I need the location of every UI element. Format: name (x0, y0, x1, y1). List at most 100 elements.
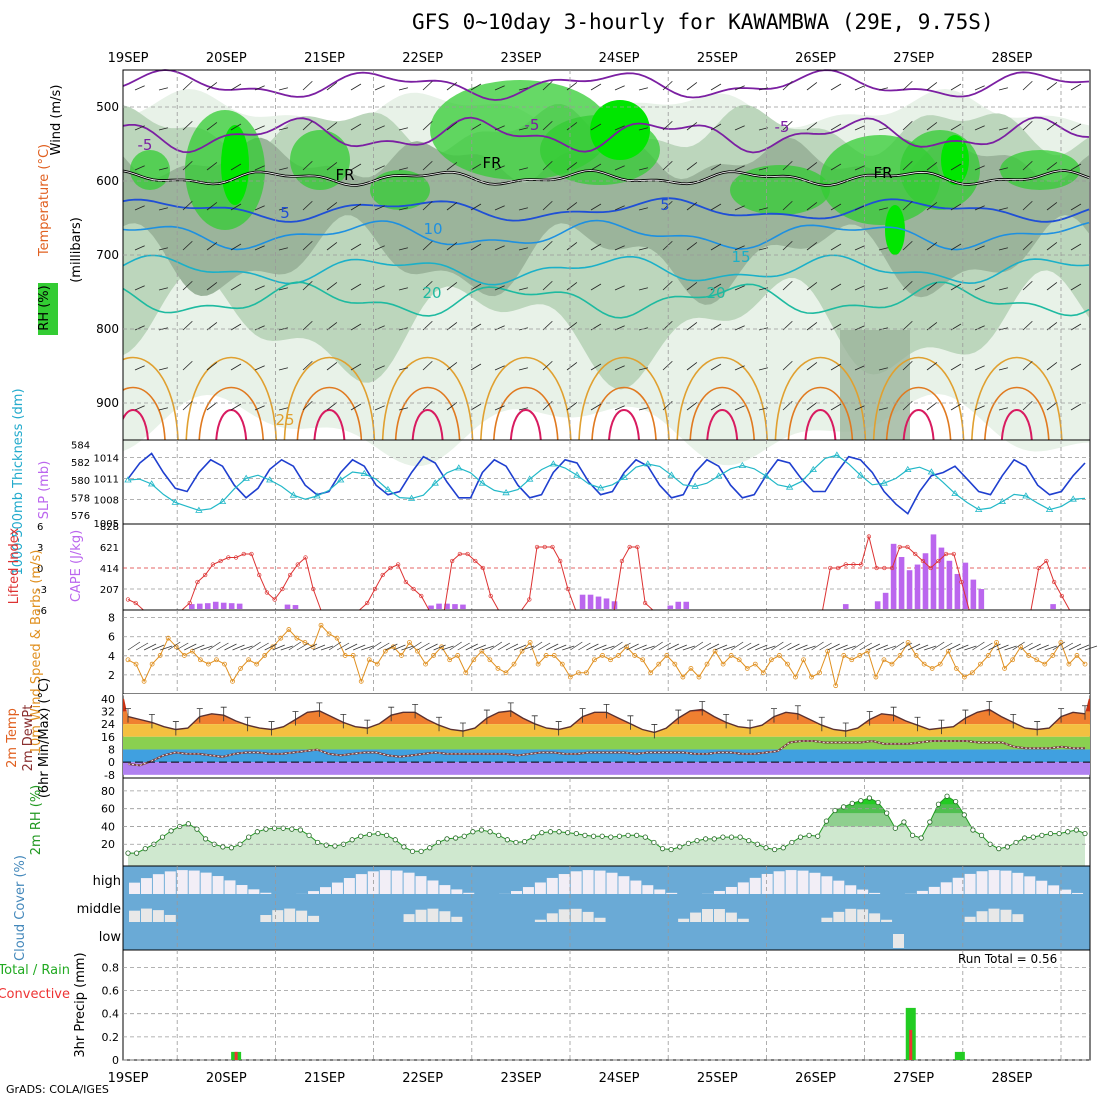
wind-barb (280, 645, 293, 651)
rh-point (280, 825, 286, 831)
contour-5 (123, 197, 1090, 223)
cape-bar (1050, 604, 1056, 609)
li-point (928, 565, 933, 571)
li-point (866, 534, 872, 539)
wind-barb (710, 83, 722, 91)
wind-barb (854, 365, 865, 371)
li-point (257, 572, 262, 578)
wind-barb (158, 287, 169, 291)
li-tick: 3 (37, 543, 43, 554)
rh-point (547, 829, 554, 835)
li-point (859, 562, 864, 567)
wind-barb (374, 365, 385, 371)
wind-speed-point (744, 666, 750, 671)
wind-speed-point (640, 657, 646, 663)
wind-barb (830, 163, 842, 171)
thickness-point (620, 473, 628, 480)
wind-barb (854, 205, 865, 211)
precip-tick: 0.4 (102, 1008, 120, 1021)
wind-barb (158, 327, 169, 331)
precip-tick: 0.2 (102, 1031, 120, 1044)
rh-point (185, 821, 191, 827)
wind-barb (902, 160, 913, 171)
contour-minus5 (123, 116, 1090, 154)
wind-barb (320, 645, 334, 651)
wind-barb (827, 643, 840, 651)
wind-barb (590, 203, 602, 211)
rh-legend-swatch (38, 283, 58, 335)
li-point (943, 551, 949, 557)
wind-barb (417, 642, 430, 651)
minmax-bar (842, 722, 849, 737)
cloud-high-gap (1036, 880, 1048, 894)
precip-legend-total: Total / Rain (0, 963, 70, 978)
wind-speed-point (197, 657, 203, 663)
wind-barb (811, 641, 824, 651)
wind-barb (230, 323, 242, 331)
li-point (951, 551, 956, 557)
rh-point (349, 837, 355, 843)
grads-credit: GrADS: COLA/IGES (6, 1083, 109, 1096)
cloud-level-label: high (93, 874, 121, 889)
wind-barb (1070, 363, 1082, 371)
cape-bar (898, 557, 905, 609)
wind-barb (1076, 644, 1090, 651)
minmax-bar (1034, 721, 1041, 736)
cloud-high-gap (546, 877, 558, 894)
cloud-middle-gap (582, 911, 594, 922)
rh-point (840, 804, 847, 810)
wind-barb (374, 245, 385, 251)
wind-speed-point (672, 661, 678, 667)
wind-barb (296, 642, 310, 651)
minmax-bar (196, 708, 203, 723)
precip-frame (122, 949, 1091, 1061)
contour-label: FR (335, 166, 354, 184)
wind-barb (758, 87, 769, 91)
thickness-point (833, 451, 841, 458)
wind-barb (127, 641, 141, 651)
cloud-high-gap (522, 887, 534, 894)
li-point (874, 565, 879, 571)
wind-barb (350, 323, 362, 331)
li-point (203, 572, 208, 578)
thickness-point (691, 482, 699, 489)
temp-band (123, 736, 1090, 750)
date-label-bottom: 25SEP (697, 1071, 738, 1086)
wind-barb (398, 87, 409, 91)
wind-barb (336, 642, 350, 651)
wind-speed-point (889, 661, 895, 667)
wind-barb (304, 643, 318, 651)
li-point (403, 579, 408, 585)
wind-barb (854, 325, 865, 331)
wind-barb (806, 322, 818, 331)
wind-barb (398, 247, 409, 251)
rh-point (513, 839, 519, 846)
wind-speed-point (374, 661, 380, 667)
wind-speed-point (407, 640, 412, 645)
rh-point (521, 838, 528, 845)
wind-barb (902, 80, 913, 91)
wind-barb (998, 127, 1009, 131)
li-point (488, 593, 493, 599)
wind-barb (542, 320, 553, 331)
cloud-middle-gap (164, 914, 176, 922)
rh-point (875, 799, 881, 806)
wind-barb (470, 363, 482, 371)
wind-barb (710, 123, 722, 131)
wind-barb (590, 243, 602, 251)
wind-speed-point (294, 635, 300, 641)
wind-speed-point (1082, 661, 1088, 667)
wind-barb (739, 642, 752, 651)
li-point (295, 562, 300, 567)
wind-barb (1022, 360, 1033, 371)
wind-barb (546, 643, 559, 651)
wind-barb (891, 641, 905, 651)
rh-point (453, 835, 459, 841)
wind-speed-point (945, 648, 951, 654)
wind-speed-point (873, 674, 879, 680)
wind-barb (734, 325, 745, 331)
wind-barb (854, 405, 865, 411)
wind-barb (782, 200, 793, 211)
li-tick: 0 (37, 564, 43, 575)
wind-barb (1070, 83, 1082, 91)
